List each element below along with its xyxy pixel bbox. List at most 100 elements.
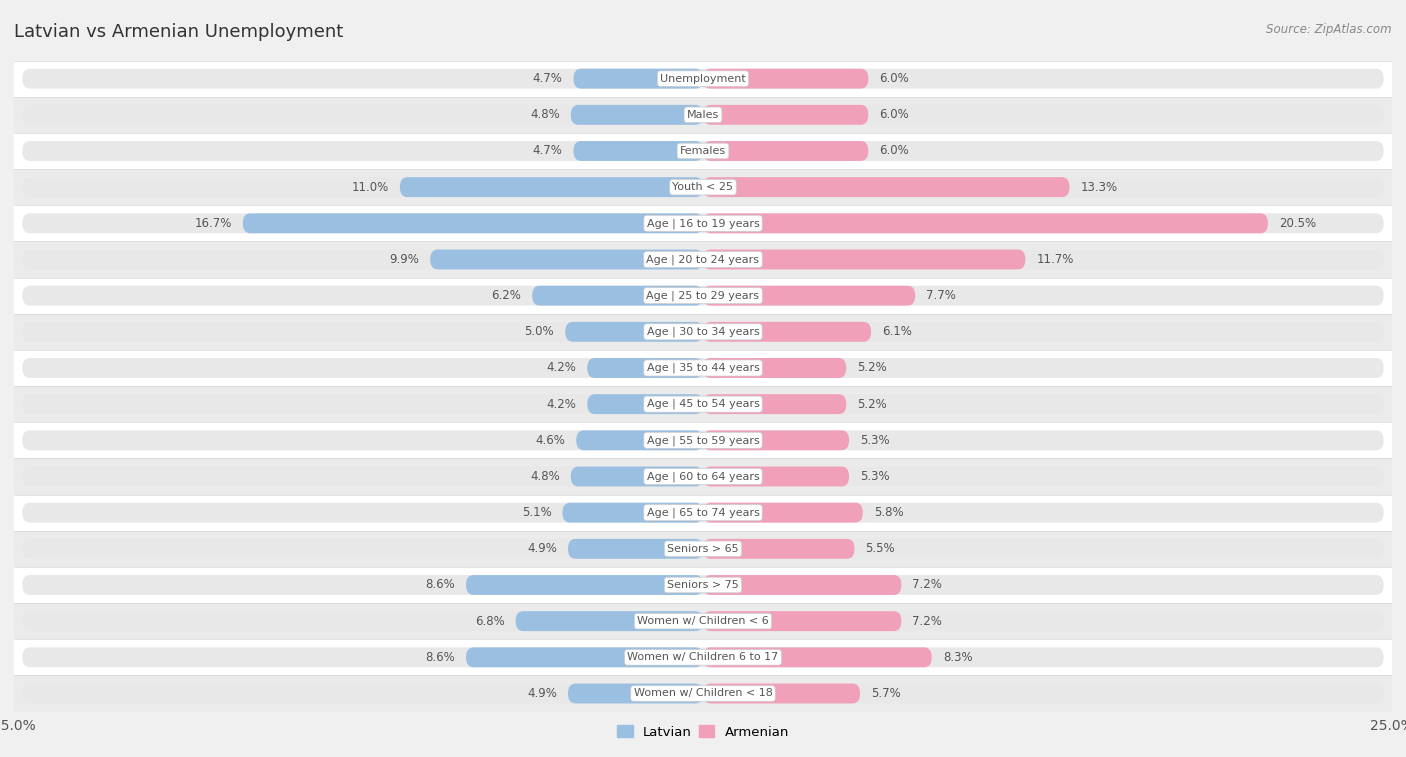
FancyBboxPatch shape — [14, 350, 1392, 386]
FancyBboxPatch shape — [703, 105, 869, 125]
FancyBboxPatch shape — [703, 539, 855, 559]
FancyBboxPatch shape — [14, 61, 1392, 97]
FancyBboxPatch shape — [465, 575, 703, 595]
FancyBboxPatch shape — [14, 494, 1392, 531]
FancyBboxPatch shape — [703, 285, 915, 306]
Text: 4.9%: 4.9% — [527, 542, 557, 556]
FancyBboxPatch shape — [703, 575, 901, 595]
FancyBboxPatch shape — [703, 69, 869, 89]
FancyBboxPatch shape — [22, 431, 1384, 450]
FancyBboxPatch shape — [243, 213, 703, 233]
Text: 13.3%: 13.3% — [1081, 181, 1118, 194]
Text: 4.8%: 4.8% — [530, 108, 560, 121]
Text: Source: ZipAtlas.com: Source: ZipAtlas.com — [1267, 23, 1392, 36]
Text: Unemployment: Unemployment — [661, 73, 745, 83]
FancyBboxPatch shape — [22, 466, 1384, 487]
FancyBboxPatch shape — [22, 358, 1384, 378]
FancyBboxPatch shape — [22, 394, 1384, 414]
Text: Age | 55 to 59 years: Age | 55 to 59 years — [647, 435, 759, 446]
FancyBboxPatch shape — [14, 531, 1392, 567]
Text: 5.0%: 5.0% — [524, 326, 554, 338]
Text: Age | 20 to 24 years: Age | 20 to 24 years — [647, 254, 759, 265]
FancyBboxPatch shape — [703, 213, 1268, 233]
Text: 5.8%: 5.8% — [875, 506, 904, 519]
Text: Youth < 25: Youth < 25 — [672, 182, 734, 192]
Text: Females: Females — [681, 146, 725, 156]
Text: Seniors > 65: Seniors > 65 — [668, 544, 738, 554]
FancyBboxPatch shape — [14, 169, 1392, 205]
Text: 6.0%: 6.0% — [879, 72, 910, 85]
FancyBboxPatch shape — [703, 177, 1070, 197]
Text: 4.7%: 4.7% — [533, 72, 562, 85]
FancyBboxPatch shape — [574, 69, 703, 89]
FancyBboxPatch shape — [22, 575, 1384, 595]
FancyBboxPatch shape — [22, 684, 1384, 703]
Legend: Latvian, Armenian: Latvian, Armenian — [612, 720, 794, 744]
Text: 4.6%: 4.6% — [536, 434, 565, 447]
Text: Age | 60 to 64 years: Age | 60 to 64 years — [647, 472, 759, 481]
Text: Latvian vs Armenian Unemployment: Latvian vs Armenian Unemployment — [14, 23, 343, 41]
Text: Age | 35 to 44 years: Age | 35 to 44 years — [647, 363, 759, 373]
FancyBboxPatch shape — [568, 539, 703, 559]
FancyBboxPatch shape — [22, 611, 1384, 631]
FancyBboxPatch shape — [399, 177, 703, 197]
FancyBboxPatch shape — [703, 466, 849, 487]
Text: 9.9%: 9.9% — [389, 253, 419, 266]
FancyBboxPatch shape — [465, 647, 703, 667]
Text: 5.3%: 5.3% — [860, 470, 890, 483]
Text: 8.3%: 8.3% — [943, 651, 973, 664]
FancyBboxPatch shape — [703, 503, 863, 522]
Text: 6.1%: 6.1% — [882, 326, 912, 338]
Text: 6.0%: 6.0% — [879, 108, 910, 121]
FancyBboxPatch shape — [14, 205, 1392, 241]
FancyBboxPatch shape — [14, 639, 1392, 675]
FancyBboxPatch shape — [14, 422, 1392, 459]
Text: 7.7%: 7.7% — [927, 289, 956, 302]
Text: 8.6%: 8.6% — [425, 578, 456, 591]
Text: Age | 65 to 74 years: Age | 65 to 74 years — [647, 507, 759, 518]
FancyBboxPatch shape — [531, 285, 703, 306]
FancyBboxPatch shape — [14, 313, 1392, 350]
FancyBboxPatch shape — [14, 133, 1392, 169]
Text: 5.1%: 5.1% — [522, 506, 551, 519]
FancyBboxPatch shape — [22, 141, 1384, 161]
FancyBboxPatch shape — [14, 603, 1392, 639]
FancyBboxPatch shape — [576, 431, 703, 450]
FancyBboxPatch shape — [703, 394, 846, 414]
Text: Age | 16 to 19 years: Age | 16 to 19 years — [647, 218, 759, 229]
FancyBboxPatch shape — [703, 684, 860, 703]
FancyBboxPatch shape — [703, 647, 932, 667]
Text: 4.8%: 4.8% — [530, 470, 560, 483]
FancyBboxPatch shape — [703, 431, 849, 450]
FancyBboxPatch shape — [22, 105, 1384, 125]
FancyBboxPatch shape — [568, 684, 703, 703]
Text: 6.2%: 6.2% — [491, 289, 522, 302]
FancyBboxPatch shape — [14, 567, 1392, 603]
Text: 11.7%: 11.7% — [1036, 253, 1074, 266]
FancyBboxPatch shape — [22, 177, 1384, 197]
FancyBboxPatch shape — [703, 358, 846, 378]
Text: Males: Males — [688, 110, 718, 120]
FancyBboxPatch shape — [588, 358, 703, 378]
FancyBboxPatch shape — [14, 459, 1392, 494]
Text: 5.5%: 5.5% — [866, 542, 896, 556]
FancyBboxPatch shape — [703, 322, 872, 341]
Text: Women w/ Children 6 to 17: Women w/ Children 6 to 17 — [627, 653, 779, 662]
FancyBboxPatch shape — [22, 213, 1384, 233]
Text: Women w/ Children < 6: Women w/ Children < 6 — [637, 616, 769, 626]
FancyBboxPatch shape — [14, 278, 1392, 313]
FancyBboxPatch shape — [14, 386, 1392, 422]
Text: 8.6%: 8.6% — [425, 651, 456, 664]
FancyBboxPatch shape — [430, 250, 703, 269]
Text: 11.0%: 11.0% — [352, 181, 389, 194]
Text: 6.8%: 6.8% — [475, 615, 505, 628]
FancyBboxPatch shape — [562, 503, 703, 522]
Text: 4.2%: 4.2% — [547, 397, 576, 410]
Text: Age | 25 to 29 years: Age | 25 to 29 years — [647, 291, 759, 301]
Text: 7.2%: 7.2% — [912, 615, 942, 628]
FancyBboxPatch shape — [703, 250, 1025, 269]
Text: Seniors > 75: Seniors > 75 — [666, 580, 740, 590]
FancyBboxPatch shape — [22, 322, 1384, 341]
FancyBboxPatch shape — [22, 69, 1384, 89]
Text: 20.5%: 20.5% — [1279, 217, 1316, 230]
